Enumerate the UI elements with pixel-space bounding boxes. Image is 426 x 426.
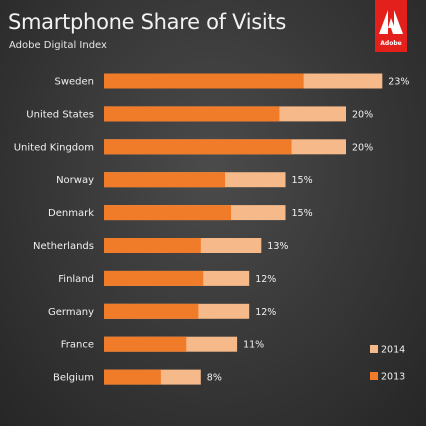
bar-2013-sweden <box>104 73 304 89</box>
bar-2013-finland <box>104 270 204 286</box>
adobe-logo-left-shape <box>379 10 388 34</box>
category-label-united-kingdom: United Kingdom <box>14 142 94 153</box>
value-label-denmark: 15% <box>292 208 313 219</box>
legend-label-2013: 2013 <box>381 372 405 383</box>
category-label-denmark: Denmark <box>48 208 94 219</box>
adobe-logo-icon <box>375 0 407 52</box>
bar-2013-united-states <box>104 106 280 122</box>
chart-title: Smartphone Share of Visits <box>8 10 286 34</box>
value-label-belgium: 8% <box>207 373 222 384</box>
value-label-sweden: 23% <box>388 77 409 88</box>
bar-2013-netherlands <box>104 238 201 253</box>
chart-subtitle: Adobe Digital Index <box>9 40 107 51</box>
category-label-france: France <box>61 340 94 351</box>
value-label-norway: 15% <box>292 175 313 186</box>
bar-2013-norway <box>104 172 225 188</box>
value-label-france: 11% <box>243 340 264 351</box>
category-label-belgium: Belgium <box>53 373 94 384</box>
legend-label-2014: 2014 <box>381 345 405 356</box>
bar-2013-belgium <box>104 369 161 385</box>
bar-2013-germany <box>104 303 199 319</box>
category-label-finland: Finland <box>58 274 94 285</box>
category-label-norway: Norway <box>56 175 94 186</box>
bar-2013-denmark <box>104 205 232 221</box>
legend-swatch-2014 <box>370 345 378 353</box>
adobe-logo-right-shape <box>394 10 403 34</box>
value-label-germany: 12% <box>255 307 276 318</box>
value-label-united-kingdom: 20% <box>352 142 373 153</box>
category-label-germany: Germany <box>48 307 94 318</box>
legend-swatch-2013 <box>370 372 378 380</box>
bar-2013-united-kingdom <box>104 139 292 155</box>
adobe-logo-center-shape <box>388 18 397 34</box>
bar-2013-france <box>104 336 187 352</box>
adobe-logo-label: Adobe <box>380 40 402 47</box>
category-label-united-states: United States <box>26 109 94 120</box>
category-label-netherlands: Netherlands <box>33 241 94 252</box>
value-label-finland: 12% <box>255 274 276 285</box>
category-label-sweden: Sweden <box>54 77 94 88</box>
value-label-united-states: 20% <box>352 109 373 120</box>
value-label-netherlands: 13% <box>267 241 288 252</box>
